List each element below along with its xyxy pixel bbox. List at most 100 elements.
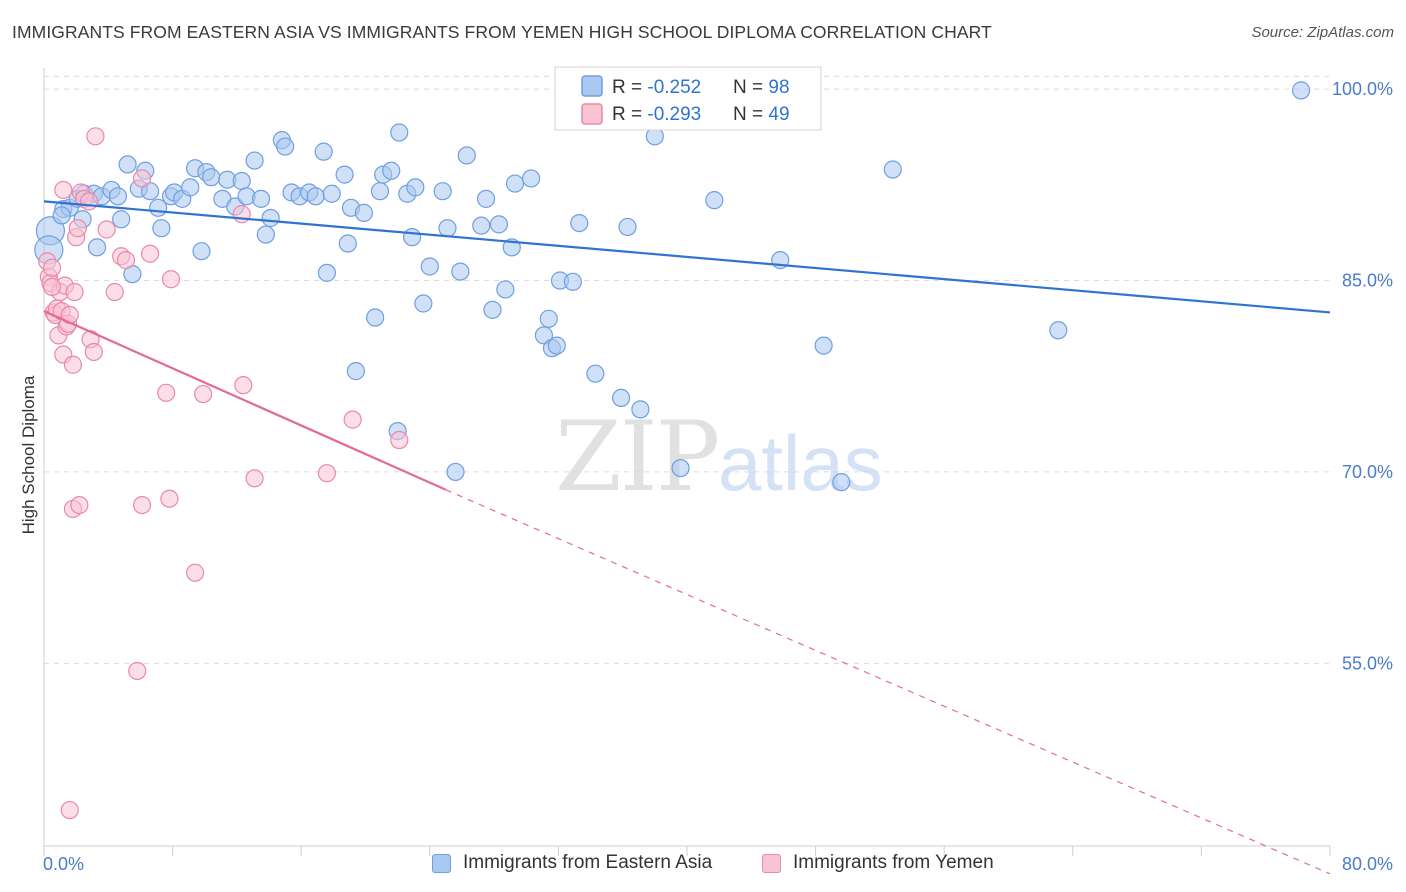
point-yemen (234, 376, 253, 395)
point-yemen (245, 469, 264, 488)
point-eastern-asia (631, 400, 650, 419)
legend-swatch-yemen (762, 853, 781, 873)
point-eastern-asia (883, 160, 902, 179)
point-eastern-asia (306, 187, 325, 206)
y-tick-label: 100.0% (1332, 79, 1393, 99)
point-eastern-asia (496, 280, 515, 299)
point-eastern-asia (338, 234, 357, 253)
legend-swatch-eastern-asia (432, 853, 451, 873)
legend-n-label-2: N = (733, 104, 768, 125)
svg-text:R = -0.293: R = -0.293 (612, 104, 701, 125)
point-eastern-asia (1291, 81, 1311, 100)
legend-swatch-blue (581, 75, 603, 97)
point-eastern-asia (366, 308, 385, 327)
point-yemen (128, 661, 147, 681)
legend-stats: R = -0.252 N = 98 R = -0.293 N = 49 (554, 66, 822, 131)
point-eastern-asia (118, 155, 137, 174)
point-yemen (132, 169, 152, 188)
point-eastern-asia (420, 257, 439, 276)
point-eastern-asia (256, 225, 275, 244)
y-tick-label: 70.0% (1342, 462, 1393, 482)
point-eastern-asia (505, 174, 525, 193)
point-yemen (54, 180, 73, 200)
point-eastern-asia (483, 300, 502, 319)
legend-n-value-2: 49 (768, 104, 789, 125)
point-yemen (79, 192, 99, 211)
legend-r-label-2: R = (612, 104, 647, 125)
point-eastern-asia (451, 262, 470, 281)
point-eastern-asia (370, 182, 390, 201)
legend-n-value-1: 98 (768, 77, 789, 98)
point-yemen (97, 220, 116, 239)
point-yemen (194, 384, 213, 404)
point-yemen (157, 383, 176, 402)
trend-line-eastern-asia (43, 200, 1331, 314)
legend-r-value-2: -0.293 (647, 104, 701, 125)
legend-r-value-1: -0.252 (647, 77, 701, 98)
point-eastern-asia (414, 294, 433, 313)
point-eastern-asia (87, 238, 107, 257)
legend-r-label-1: R = (612, 77, 647, 98)
legend-bottom: Immigrants from Eastern Asia Immigrants … (0, 852, 1406, 878)
point-eastern-asia (705, 191, 724, 210)
point-eastern-asia (814, 336, 833, 355)
point-eastern-asia (457, 146, 476, 165)
point-eastern-asia (346, 362, 365, 381)
trend-line-yemen-extension (445, 489, 1331, 875)
point-yemen (116, 251, 136, 270)
point-eastern-asia (433, 182, 452, 201)
watermark-atlas: atlas (718, 419, 883, 507)
legend-n-label-1: N = (733, 77, 768, 98)
svg-text:N = 98: N = 98 (733, 77, 790, 98)
point-eastern-asia (406, 178, 425, 197)
point-eastern-asia (403, 228, 422, 247)
point-eastern-asia (276, 137, 295, 156)
point-yemen (232, 205, 251, 224)
point-eastern-asia (476, 189, 496, 208)
point-eastern-asia (52, 206, 71, 225)
point-eastern-asia (521, 169, 541, 188)
grid-lines (44, 75, 1330, 664)
point-eastern-asia (390, 123, 409, 142)
point-eastern-asia (438, 219, 457, 238)
legend-swatch-pink (581, 103, 603, 125)
svg-text:N = 49: N = 49 (733, 104, 790, 125)
point-yemen (140, 244, 160, 263)
point-eastern-asia (314, 142, 333, 161)
legend-label-eastern-asia: Immigrants from Eastern Asia (463, 852, 713, 873)
chart-title: IMMIGRANTS FROM EASTERN ASIA VS IMMIGRAN… (12, 22, 992, 42)
y-tick-label: 55.0% (1342, 653, 1393, 673)
legend-item-yemen: Immigrants from Yemen (762, 852, 994, 874)
point-eastern-asia (354, 203, 373, 222)
y-tick-label: 85.0% (1342, 271, 1393, 291)
legend-label-yemen: Immigrants from Yemen (793, 852, 994, 873)
point-eastern-asia (202, 168, 221, 187)
svg-text:R = -0.252: R = -0.252 (612, 77, 701, 98)
point-yemen (132, 495, 152, 515)
point-eastern-asia (671, 458, 690, 478)
point-yemen (86, 127, 105, 146)
point-eastern-asia (489, 215, 509, 234)
trend-line-yemen (43, 310, 447, 491)
point-eastern-asia (563, 272, 582, 291)
point-eastern-asia (539, 309, 558, 328)
point-eastern-asia (152, 219, 171, 238)
watermark-zip: ZIP (555, 401, 718, 513)
source-label: Source: ZipAtlas.com (1251, 24, 1394, 41)
point-yemen (68, 219, 87, 238)
point-eastern-asia (245, 151, 264, 170)
point-eastern-asia (261, 208, 280, 228)
point-eastern-asia (108, 187, 128, 206)
point-yemen (42, 258, 62, 277)
point-eastern-asia (192, 242, 211, 261)
point-eastern-asia (232, 171, 251, 191)
tick-labels: 55.0% 70.0% 85.0% 100.0% 0.0% 80.0% (43, 79, 1393, 874)
point-eastern-asia (112, 210, 131, 229)
point-eastern-asia (547, 336, 566, 355)
point-eastern-asia (570, 214, 589, 233)
x-tick-label-min: 0.0% (43, 854, 84, 874)
y-axis-label: High School Diploma (19, 375, 38, 534)
point-yemen (105, 282, 124, 302)
point-eastern-asia (618, 217, 637, 237)
legend-item-eastern-asia: Immigrants from Eastern Asia (432, 852, 712, 874)
